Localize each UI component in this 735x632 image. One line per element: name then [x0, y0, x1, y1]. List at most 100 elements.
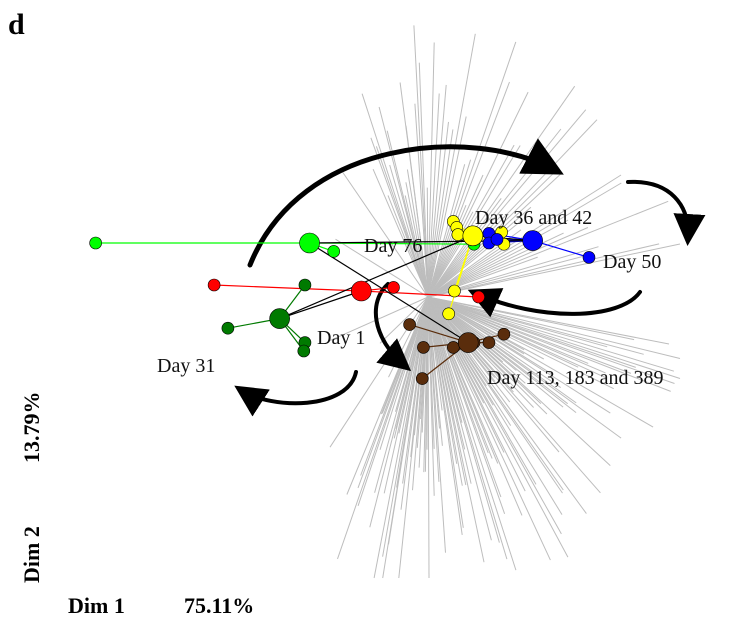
variable-vector-line: [361, 93, 429, 298]
centroid-path-segment: [279, 235, 474, 320]
variable-vector-line: [427, 145, 521, 298]
variable-vector-line: [427, 296, 502, 498]
variable-vector-line: [393, 296, 429, 439]
variable-vector-line: [413, 25, 429, 298]
variable-vector-line: [427, 296, 545, 360]
variable-vector-line: [427, 159, 472, 298]
variable-vector-line: [379, 296, 429, 450]
variable-vector-line: [427, 296, 563, 515]
day-labels: Day 1 Day 31 Day 36 and 42 Day 50 Day 76…: [157, 207, 663, 389]
group-centroid: [462, 225, 484, 247]
label-day31: Day 31: [157, 355, 215, 377]
variable-vector-line: [427, 296, 644, 355]
variable-vector-line: [427, 296, 632, 374]
sample-point: [297, 344, 311, 358]
variable-vector-line: [427, 93, 440, 298]
sample-point: [482, 336, 496, 349]
variable-vector-line: [406, 169, 429, 298]
variable-vector-line: [427, 296, 614, 390]
variable-vector-line: [329, 296, 429, 342]
variable-vector-line: [427, 296, 464, 528]
x-axis-name: Dim 1: [68, 593, 125, 618]
variable-vector-line: [427, 296, 560, 453]
sample-point: [327, 245, 341, 258]
variable-vector-line: [379, 296, 429, 344]
sample-point: [89, 236, 102, 250]
sample-points: [89, 215, 596, 385]
trajectory-arrows: [234, 138, 706, 417]
variable-vector-line: [427, 129, 454, 298]
sample-point: [387, 281, 400, 294]
group-centroids: [269, 225, 543, 353]
arrow-day36-to-day50: [626, 179, 706, 246]
variable-vector-line: [372, 169, 429, 298]
sample-point: [415, 372, 429, 385]
variable-vector-line: [427, 198, 502, 298]
variable-vector-line: [427, 164, 466, 298]
variable-vector-line: [426, 296, 429, 450]
variable-vector-line: [420, 296, 429, 420]
variable-vector-line: [427, 256, 538, 298]
sample-point: [442, 307, 456, 321]
variable-vector-line: [427, 296, 508, 560]
group-centroid: [269, 308, 290, 329]
variable-vector-line: [389, 164, 429, 298]
variable-vector-line: [427, 296, 446, 553]
variable-vector-line: [427, 296, 569, 558]
group-centroid: [299, 232, 320, 254]
variable-vector-line: [427, 296, 443, 446]
variable-vector-line: [427, 296, 636, 368]
sample-point: [298, 278, 312, 292]
sample-point: [207, 278, 221, 292]
variable-vector-line: [357, 296, 429, 506]
label-day50: Day 50: [603, 251, 661, 273]
variable-vector-line: [427, 296, 463, 486]
label-day113-183-389: Day 113, 183 and 389: [487, 367, 663, 389]
variable-vector-line: [382, 296, 429, 557]
variable-vector-line: [427, 41, 517, 298]
variable-vector-line: [427, 205, 467, 298]
variable-vector-line: [427, 81, 510, 298]
sample-point: [417, 341, 430, 354]
sample-point: [448, 284, 461, 298]
variable-vector-line: [427, 296, 551, 561]
variable-vector-line: [427, 84, 447, 298]
group-link-line: [448, 235, 474, 314]
variable-vector-line: [375, 146, 429, 298]
variable-vector-line: [427, 296, 485, 563]
variable-vector-line: [427, 206, 532, 298]
group-centroid: [350, 280, 372, 302]
variable-vector-line: [427, 33, 476, 298]
variable-vector-line: [418, 62, 429, 298]
variable-vector-line: [414, 103, 429, 298]
variable-vector-line: [378, 106, 429, 298]
variable-vector-line: [427, 296, 523, 516]
label-day76: Day 76: [364, 235, 422, 257]
variable-vector-line: [427, 296, 654, 428]
variable-vector-line: [427, 219, 569, 298]
variable-vector-line: [400, 296, 429, 510]
arrow-day1-to-day31: [234, 370, 358, 417]
sample-point: [403, 318, 416, 331]
sample-point: [497, 327, 511, 341]
variable-vector-line: [427, 121, 449, 298]
variable-vector-line: [427, 91, 529, 298]
variable-vector-line: [357, 296, 429, 489]
variable-vector-line: [340, 170, 429, 298]
variable-vector-line: [427, 296, 517, 571]
variable-vector-line: [427, 144, 515, 298]
variable-vector-line: [405, 182, 429, 298]
variable-vector-line: [427, 296, 607, 379]
variable-vector-line: [405, 125, 429, 298]
group-link-line: [361, 290, 479, 298]
group-centroid: [522, 230, 543, 251]
variable-vector-line: [404, 195, 429, 298]
variable-vector-line: [427, 296, 587, 514]
group-centroid: [457, 332, 479, 353]
variable-vector-line: [374, 296, 429, 493]
centroid-path-segment: [279, 290, 362, 320]
variable-vector-line: [427, 243, 660, 298]
centroid-path-segment: [309, 242, 469, 344]
x-axis-percent: 75.11%: [184, 593, 255, 618]
